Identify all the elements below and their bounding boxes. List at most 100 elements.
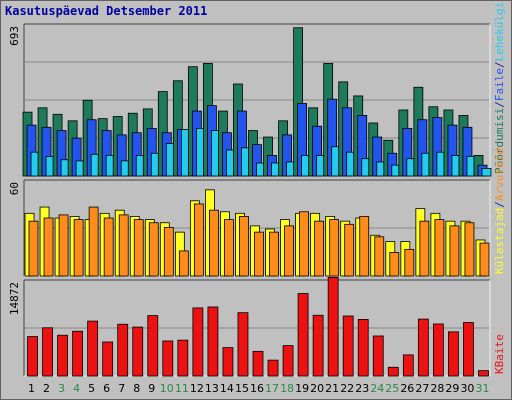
bar-kbytes-kbaite bbox=[27, 336, 38, 377]
bar-kbytes-kbaite bbox=[162, 340, 174, 377]
legend-label: Pöördumisi bbox=[493, 108, 506, 174]
ymax-label-visits: 60 bbox=[8, 182, 21, 195]
chart-title: Kasutuspäevad Detsember 2011 bbox=[5, 4, 208, 18]
bar-kbytes-kbaite bbox=[252, 350, 264, 377]
bar-visits-arvuteid bbox=[118, 214, 129, 277]
bar-visits-arvuteid bbox=[419, 220, 430, 277]
x-tick-label: 7 bbox=[118, 382, 125, 395]
legend-label: Lehekülgi bbox=[493, 2, 506, 62]
bar-visits-arvuteid bbox=[329, 219, 340, 277]
x-tick-label: 17 bbox=[265, 382, 279, 395]
bar-visits-arvuteid bbox=[28, 220, 39, 277]
x-tick-label: 24 bbox=[370, 382, 384, 395]
x-tick-label: 26 bbox=[400, 382, 414, 395]
bar-visits-arvuteid bbox=[103, 217, 114, 277]
bar-kbytes-kbaite bbox=[478, 370, 489, 377]
x-tick-label: 29 bbox=[445, 382, 459, 395]
bar-kbytes-kbaite bbox=[147, 315, 159, 377]
bar-kbytes-kbaite bbox=[372, 335, 384, 377]
bar-visits-arvuteid bbox=[58, 214, 69, 277]
bar-kbytes-kbaite bbox=[327, 276, 339, 377]
x-tick-label: 28 bbox=[430, 382, 444, 395]
bar-visits-arvuteid bbox=[404, 248, 415, 277]
x-tick-label: 3 bbox=[58, 382, 65, 395]
bar-hits-lehekülgi bbox=[481, 168, 492, 177]
x-tick-label: 20 bbox=[310, 382, 324, 395]
x-tick-label: 13 bbox=[205, 382, 219, 395]
series-legend-visits: Külastajad/Arvuteid bbox=[493, 148, 506, 274]
bar-visits-arvuteid bbox=[389, 252, 400, 277]
bar-kbytes-kbaite bbox=[192, 307, 204, 377]
bar-visits-arvuteid bbox=[449, 225, 460, 277]
bar-visits-arvuteid bbox=[239, 216, 249, 277]
x-tick-label: 19 bbox=[295, 382, 309, 395]
bar-visits-arvuteid bbox=[299, 211, 309, 277]
ymax-label-hits: 693 bbox=[8, 26, 21, 46]
bar-kbytes-kbaite bbox=[177, 339, 189, 377]
legend-label: / bbox=[493, 61, 506, 68]
x-tick-label: 27 bbox=[415, 382, 429, 395]
bar-kbytes-kbaite bbox=[207, 306, 219, 377]
legend-label: Külastajad bbox=[493, 208, 506, 274]
bar-visits-arvuteid bbox=[209, 209, 219, 277]
bar-visits-arvuteid bbox=[178, 250, 189, 277]
legend-label: / bbox=[493, 101, 506, 108]
bar-kbytes-kbaite bbox=[463, 322, 474, 377]
x-tick-label: 14 bbox=[220, 382, 234, 395]
x-tick-label: 16 bbox=[250, 382, 264, 395]
bar-kbytes-kbaite bbox=[297, 293, 309, 377]
bar-kbytes-kbaite bbox=[267, 359, 279, 377]
x-tick-label: 21 bbox=[325, 382, 339, 395]
x-tick-label: 5 bbox=[88, 382, 95, 395]
bar-kbytes-kbaite bbox=[222, 347, 234, 377]
x-tick-label: 23 bbox=[355, 382, 369, 395]
bar-visits-arvuteid bbox=[464, 222, 475, 277]
bar-kbytes-kbaite bbox=[387, 366, 399, 377]
bar-visits-arvuteid bbox=[269, 231, 279, 277]
x-tick-label: 12 bbox=[190, 382, 204, 395]
bar-visits-arvuteid bbox=[344, 223, 355, 277]
x-tick-label: 9 bbox=[148, 382, 155, 395]
series-legend-hits: Pöördumisi/Faile/Lehekülgi bbox=[493, 2, 506, 174]
bar-visits-arvuteid bbox=[254, 231, 264, 277]
bar-visits-arvuteid bbox=[434, 219, 445, 277]
bar-visits-arvuteid bbox=[43, 217, 54, 277]
bar-kbytes-kbaite bbox=[237, 312, 249, 377]
x-tick-label: 22 bbox=[340, 382, 354, 395]
bar-visits-arvuteid bbox=[133, 219, 144, 277]
x-tick-label: 25 bbox=[385, 382, 399, 395]
x-tick-label: 1 bbox=[28, 382, 35, 395]
x-tick-label: 8 bbox=[133, 382, 140, 395]
legend-label: Faile bbox=[493, 68, 506, 101]
x-tick-label: 31 bbox=[475, 382, 489, 395]
bar-kbytes-kbaite bbox=[448, 331, 459, 377]
bar-kbytes-kbaite bbox=[312, 314, 324, 377]
x-tick-label: 30 bbox=[460, 382, 474, 395]
bar-visits-arvuteid bbox=[479, 242, 490, 277]
bar-kbytes-kbaite bbox=[102, 341, 114, 377]
bar-visits-arvuteid bbox=[224, 219, 234, 277]
bar-visits-arvuteid bbox=[88, 206, 99, 277]
x-tick-label: 2 bbox=[43, 382, 50, 395]
bar-visits-arvuteid bbox=[163, 227, 174, 277]
x-tick-label: 6 bbox=[103, 382, 110, 395]
legend-label: Arvuteid bbox=[493, 148, 506, 201]
bar-kbytes-kbaite bbox=[57, 334, 68, 377]
bar-kbytes-kbaite bbox=[417, 318, 429, 377]
bar-visits-arvuteid bbox=[193, 203, 204, 277]
series-legend-kbytes: KBaite bbox=[493, 334, 506, 374]
bar-visits-arvuteid bbox=[359, 216, 370, 277]
bar-kbytes-kbaite bbox=[42, 327, 53, 377]
ymax-label-kbytes: 14872 bbox=[8, 282, 21, 315]
bar-kbytes-kbaite bbox=[282, 345, 294, 377]
bar-visits-arvuteid bbox=[148, 222, 159, 277]
x-tick-label: 11 bbox=[175, 382, 189, 395]
bar-kbytes-kbaite bbox=[117, 323, 129, 377]
bar-kbytes-kbaite bbox=[402, 354, 414, 377]
x-tick-label: 4 bbox=[73, 382, 80, 395]
bar-kbytes-kbaite bbox=[357, 319, 369, 377]
legend-label: / bbox=[493, 201, 506, 208]
bar-visits-arvuteid bbox=[374, 236, 385, 277]
bar-visits-arvuteid bbox=[314, 220, 325, 277]
